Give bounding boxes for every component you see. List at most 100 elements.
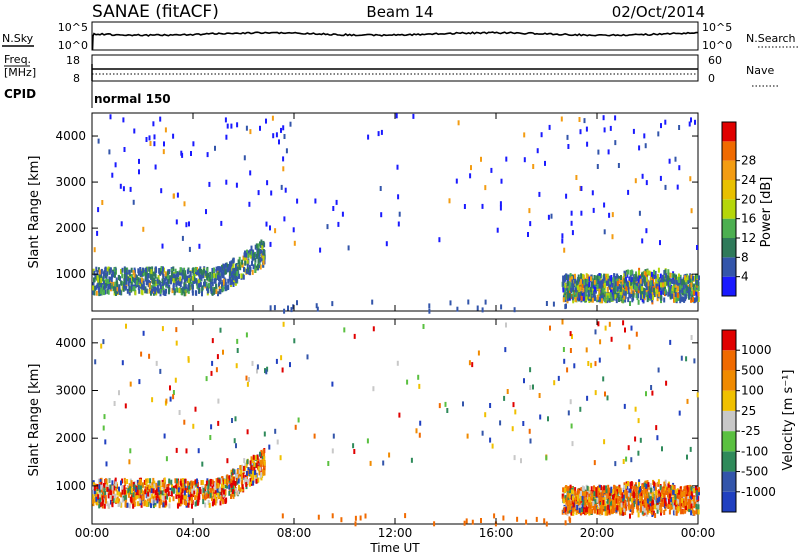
echo-cell <box>172 278 175 284</box>
echo-cell <box>691 508 694 514</box>
x-axis-label: Time UT <box>369 541 420 554</box>
echo-cell <box>603 202 606 208</box>
echo-cell <box>671 484 674 490</box>
echo-cell <box>596 294 599 300</box>
echo-cell <box>219 500 222 506</box>
echo-cell <box>367 134 370 140</box>
echo-cell <box>611 282 614 288</box>
echo-cell <box>608 296 610 301</box>
echo-cell <box>696 295 699 301</box>
echo-cell <box>208 282 211 288</box>
echo-cell <box>688 293 691 299</box>
echo-cell <box>201 291 203 297</box>
echo-cell <box>633 493 636 498</box>
echo-cell <box>653 269 656 275</box>
echo-cell <box>109 283 112 288</box>
echo-cell <box>238 468 241 474</box>
echo-cell <box>623 273 626 279</box>
echo-cell <box>564 276 566 282</box>
echo-cell <box>131 493 134 499</box>
echo-cell <box>694 297 697 303</box>
echo-cell <box>630 277 633 283</box>
echo-cell <box>181 152 184 158</box>
echo-cell <box>113 267 116 273</box>
echo-cell <box>108 503 111 509</box>
echo-cell <box>649 271 652 277</box>
echo-cell <box>580 487 583 492</box>
echo-cell <box>124 494 127 500</box>
echo-cell <box>319 247 322 253</box>
echo-cell <box>579 496 582 502</box>
echo-cell <box>659 279 662 285</box>
echo-cell <box>261 253 264 259</box>
echo-cell <box>139 278 142 284</box>
echo-cell <box>284 187 287 193</box>
echo-cell <box>124 403 127 409</box>
echo-cell <box>585 126 588 132</box>
echo-cell <box>641 238 644 244</box>
echo-cell <box>290 307 293 313</box>
echo-cell <box>567 496 570 502</box>
date-label: 02/Oct/2014 <box>612 3 705 21</box>
echo-cell <box>568 295 571 301</box>
echo-cell <box>168 287 171 293</box>
echo-cell <box>569 504 572 510</box>
echo-cell <box>260 472 263 478</box>
echo-cell <box>598 291 601 297</box>
echo-cell <box>565 497 568 503</box>
echo-cell <box>565 193 568 199</box>
echo-cell <box>92 289 95 295</box>
echo-cell <box>217 483 220 489</box>
echo-cell <box>211 496 213 501</box>
echo-cell <box>652 510 655 516</box>
echo-cell <box>102 487 105 493</box>
echo-cell <box>109 268 112 274</box>
echo-cell <box>696 245 698 250</box>
echo-cell <box>185 494 187 500</box>
echo-cell <box>101 495 104 501</box>
colorbar-tick-label: 500 <box>741 363 764 377</box>
echo-cell <box>232 275 235 281</box>
echo-cell <box>671 293 674 299</box>
echo-cell <box>114 481 117 487</box>
echo-cell <box>221 493 224 499</box>
echo-cell <box>187 284 190 290</box>
echo-cell <box>667 483 670 489</box>
echo-cell <box>246 459 249 465</box>
echo-cell <box>218 479 221 485</box>
echo-cell <box>624 290 627 296</box>
echo-cell <box>233 438 236 444</box>
echo-cell <box>254 257 257 263</box>
echo-cell <box>246 249 248 255</box>
echo-cell <box>211 360 214 366</box>
echo-cell <box>616 281 619 287</box>
echo-cell <box>287 305 289 311</box>
echo-cell <box>683 280 686 285</box>
echo-cell <box>112 498 115 504</box>
echo-cell <box>577 488 580 494</box>
echo-cell <box>271 115 274 121</box>
echo-cell <box>484 412 487 418</box>
echo-cell <box>162 491 165 497</box>
echo-cell <box>690 297 693 303</box>
echo-cell <box>122 117 125 123</box>
echo-cell <box>669 484 672 490</box>
echo-cell <box>606 280 608 286</box>
echo-cell <box>646 279 649 285</box>
echo-cell <box>683 486 686 492</box>
echo-cell <box>280 184 283 190</box>
echo-cell <box>147 279 150 285</box>
echo-cell <box>153 279 156 285</box>
echo-cell <box>216 479 219 485</box>
echo-cell <box>623 482 626 488</box>
echo-cell <box>273 305 276 311</box>
echo-cell <box>585 496 588 502</box>
echo-cell <box>566 486 569 492</box>
echo-cell <box>213 272 216 278</box>
echo-cell <box>163 480 166 486</box>
echo-cell <box>98 280 101 286</box>
echo-cell <box>698 490 700 496</box>
echo-cell <box>627 284 630 290</box>
x-tick-label: 08:00 <box>277 526 312 540</box>
echo-cell <box>654 504 657 510</box>
